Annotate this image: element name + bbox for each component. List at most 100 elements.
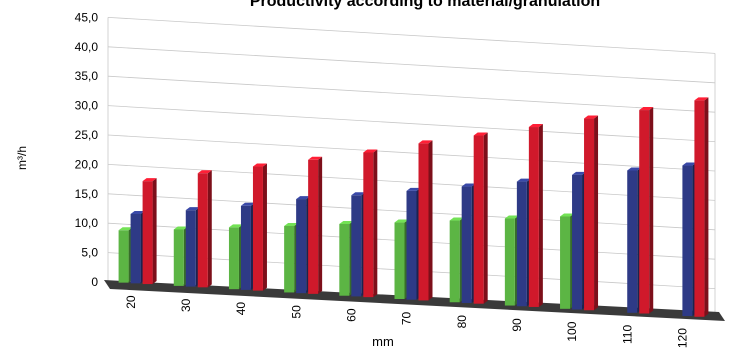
bar-top [528,124,543,128]
bar [351,192,366,297]
bar-side [649,107,654,314]
gridline [107,134,716,172]
bar [627,167,642,313]
bar [197,170,212,288]
gridline [107,17,716,54]
bar-top [228,224,243,228]
bar-top [339,220,354,224]
bar-front [351,195,362,297]
bar-front [473,135,484,304]
bar-front [406,190,417,300]
bar [682,162,697,317]
bar-top [473,132,488,136]
bar-front [528,127,539,307]
bar-top [639,107,654,111]
bar-top [516,178,531,182]
gridline [107,46,716,84]
x-tick-label: 80 [455,315,469,329]
y-tick-label: 25,0 [75,128,99,142]
bar [516,178,531,307]
bar-top [406,187,421,191]
bar-top [130,210,145,214]
bar-side [428,140,433,301]
y-axis-label: m³/h [15,146,29,170]
y-tick-label: 30,0 [75,99,99,113]
x-tick-label: 50 [289,305,303,319]
bar-top [418,140,433,144]
bar-front [449,220,460,303]
bar-top [308,156,323,160]
x-tick-label: 90 [510,318,524,332]
bar-side [152,178,157,285]
bar-top [240,202,255,206]
bar-top [296,196,311,200]
bar-top [173,226,188,230]
bar-side [318,156,323,294]
bar [363,149,378,298]
bar-top [449,217,464,221]
x-tick-label: 100 [565,321,579,341]
bar-front [130,213,141,284]
bar [560,213,575,309]
bar-top [118,227,133,231]
bar-front [394,222,405,299]
bar [528,124,543,307]
bar-front [504,218,515,306]
bar-side [207,170,212,288]
bar-side [262,163,267,291]
bar [584,115,599,311]
x-tick-label: 30 [179,298,193,312]
bar-top [252,163,267,167]
y-tick-label: 10,0 [75,216,99,230]
bars [118,97,709,317]
bar-top [584,115,599,119]
bar [185,207,200,287]
bar-top [627,167,642,171]
bar-front [461,186,472,303]
bar [504,215,519,306]
bar-top [394,219,409,223]
bar-side [594,115,599,311]
bar [394,219,409,299]
y-tick-label: 15,0 [75,187,99,201]
bar-side [538,124,543,307]
x-tick-label: 120 [676,328,690,348]
bar-front [516,181,527,307]
bar-front [240,205,251,290]
bar [130,210,145,284]
bar [473,132,488,304]
y-tick-label: 40,0 [75,40,99,54]
bar [461,183,476,303]
bar [694,97,709,317]
bar [240,202,255,290]
bar-side [704,97,709,317]
bar-front [584,118,595,311]
bar-front [118,230,129,283]
bar-top [682,162,697,166]
bar-front [296,199,307,294]
bar [449,217,464,303]
x-axis-label: mm [372,334,394,349]
bar-front [639,110,650,314]
bar-top [351,192,366,196]
bar-top [197,170,212,174]
x-tick-label: 70 [400,311,414,325]
bar [252,163,267,291]
x-tick-label: 60 [344,308,358,322]
x-tick-label: 110 [620,325,634,344]
bar-front [185,210,196,287]
bar [284,223,299,293]
bar-top [572,171,587,175]
bar-front [284,226,295,293]
bar-front [627,170,638,313]
y-tick-label: 20,0 [75,157,99,171]
bar-side [483,132,488,304]
y-tick-label: 35,0 [75,69,99,83]
bar [639,107,654,314]
bar-front [694,100,705,317]
bar-top [694,97,709,101]
x-axis-ticks: 20 30 40 50 60 70 80 90 100 110 120 [124,295,690,348]
bar-front [572,174,583,310]
bar-top [142,178,157,182]
bar-front [252,166,263,291]
